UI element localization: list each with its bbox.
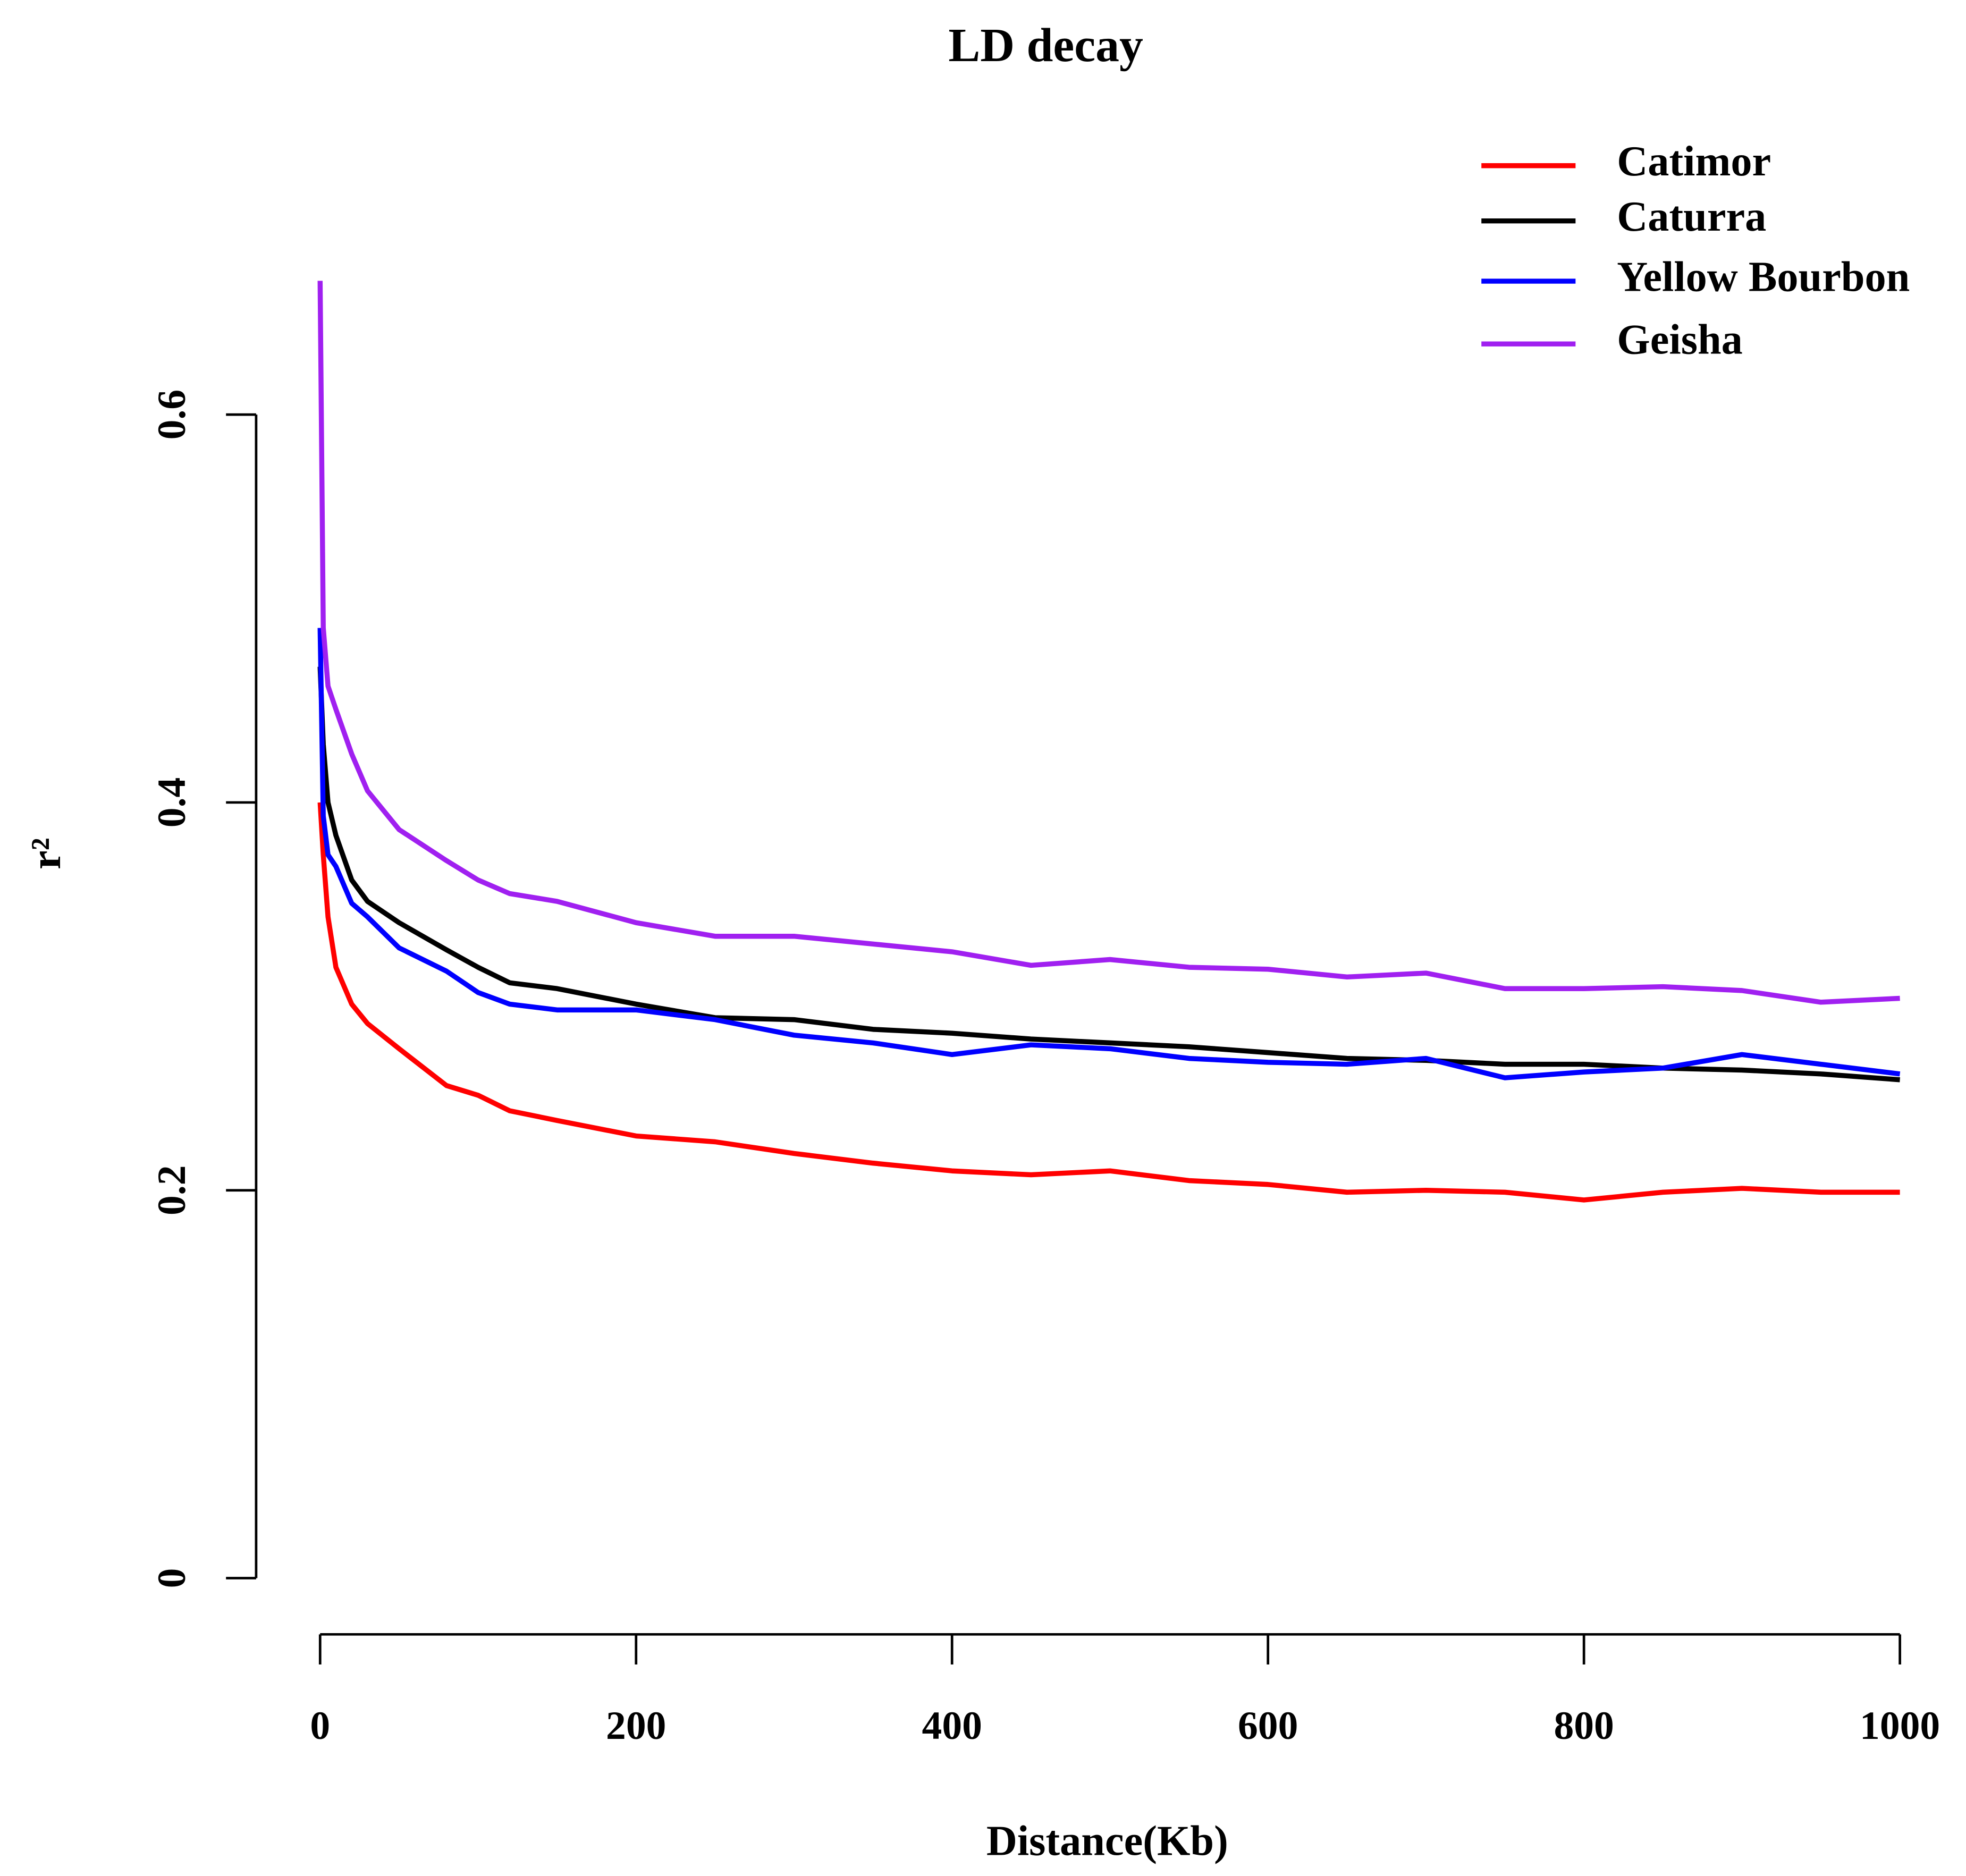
legend-label: Caturra [1617,193,1766,240]
y-tick-label: 0.2 [150,1165,194,1215]
x-tick-label: 400 [922,1704,982,1748]
chart-title: LD decay [948,19,1143,72]
legend-label: Catimor [1617,138,1771,185]
x-axis-label: Distance(Kb) [986,1818,1228,1865]
y-tick-label: 0 [150,1568,194,1588]
series-line [317,281,1900,1005]
legend-label: Yellow Bourbon [1617,253,1910,301]
x-tick-label: 0 [310,1704,330,1748]
y-tick-label: 0.4 [150,778,194,827]
x-tick-label: 800 [1554,1704,1614,1748]
series-line [317,628,1901,1080]
y-axis-label: r² [22,838,70,869]
y-tick-label: 0.6 [150,390,194,440]
legend-label: Geisha [1617,316,1742,364]
x-tick-label: 1000 [1860,1704,1940,1748]
x-tick-label: 600 [1238,1704,1298,1748]
x-tick-label: 200 [606,1704,666,1748]
series-line [317,802,1900,1203]
series-line [317,666,1900,1083]
